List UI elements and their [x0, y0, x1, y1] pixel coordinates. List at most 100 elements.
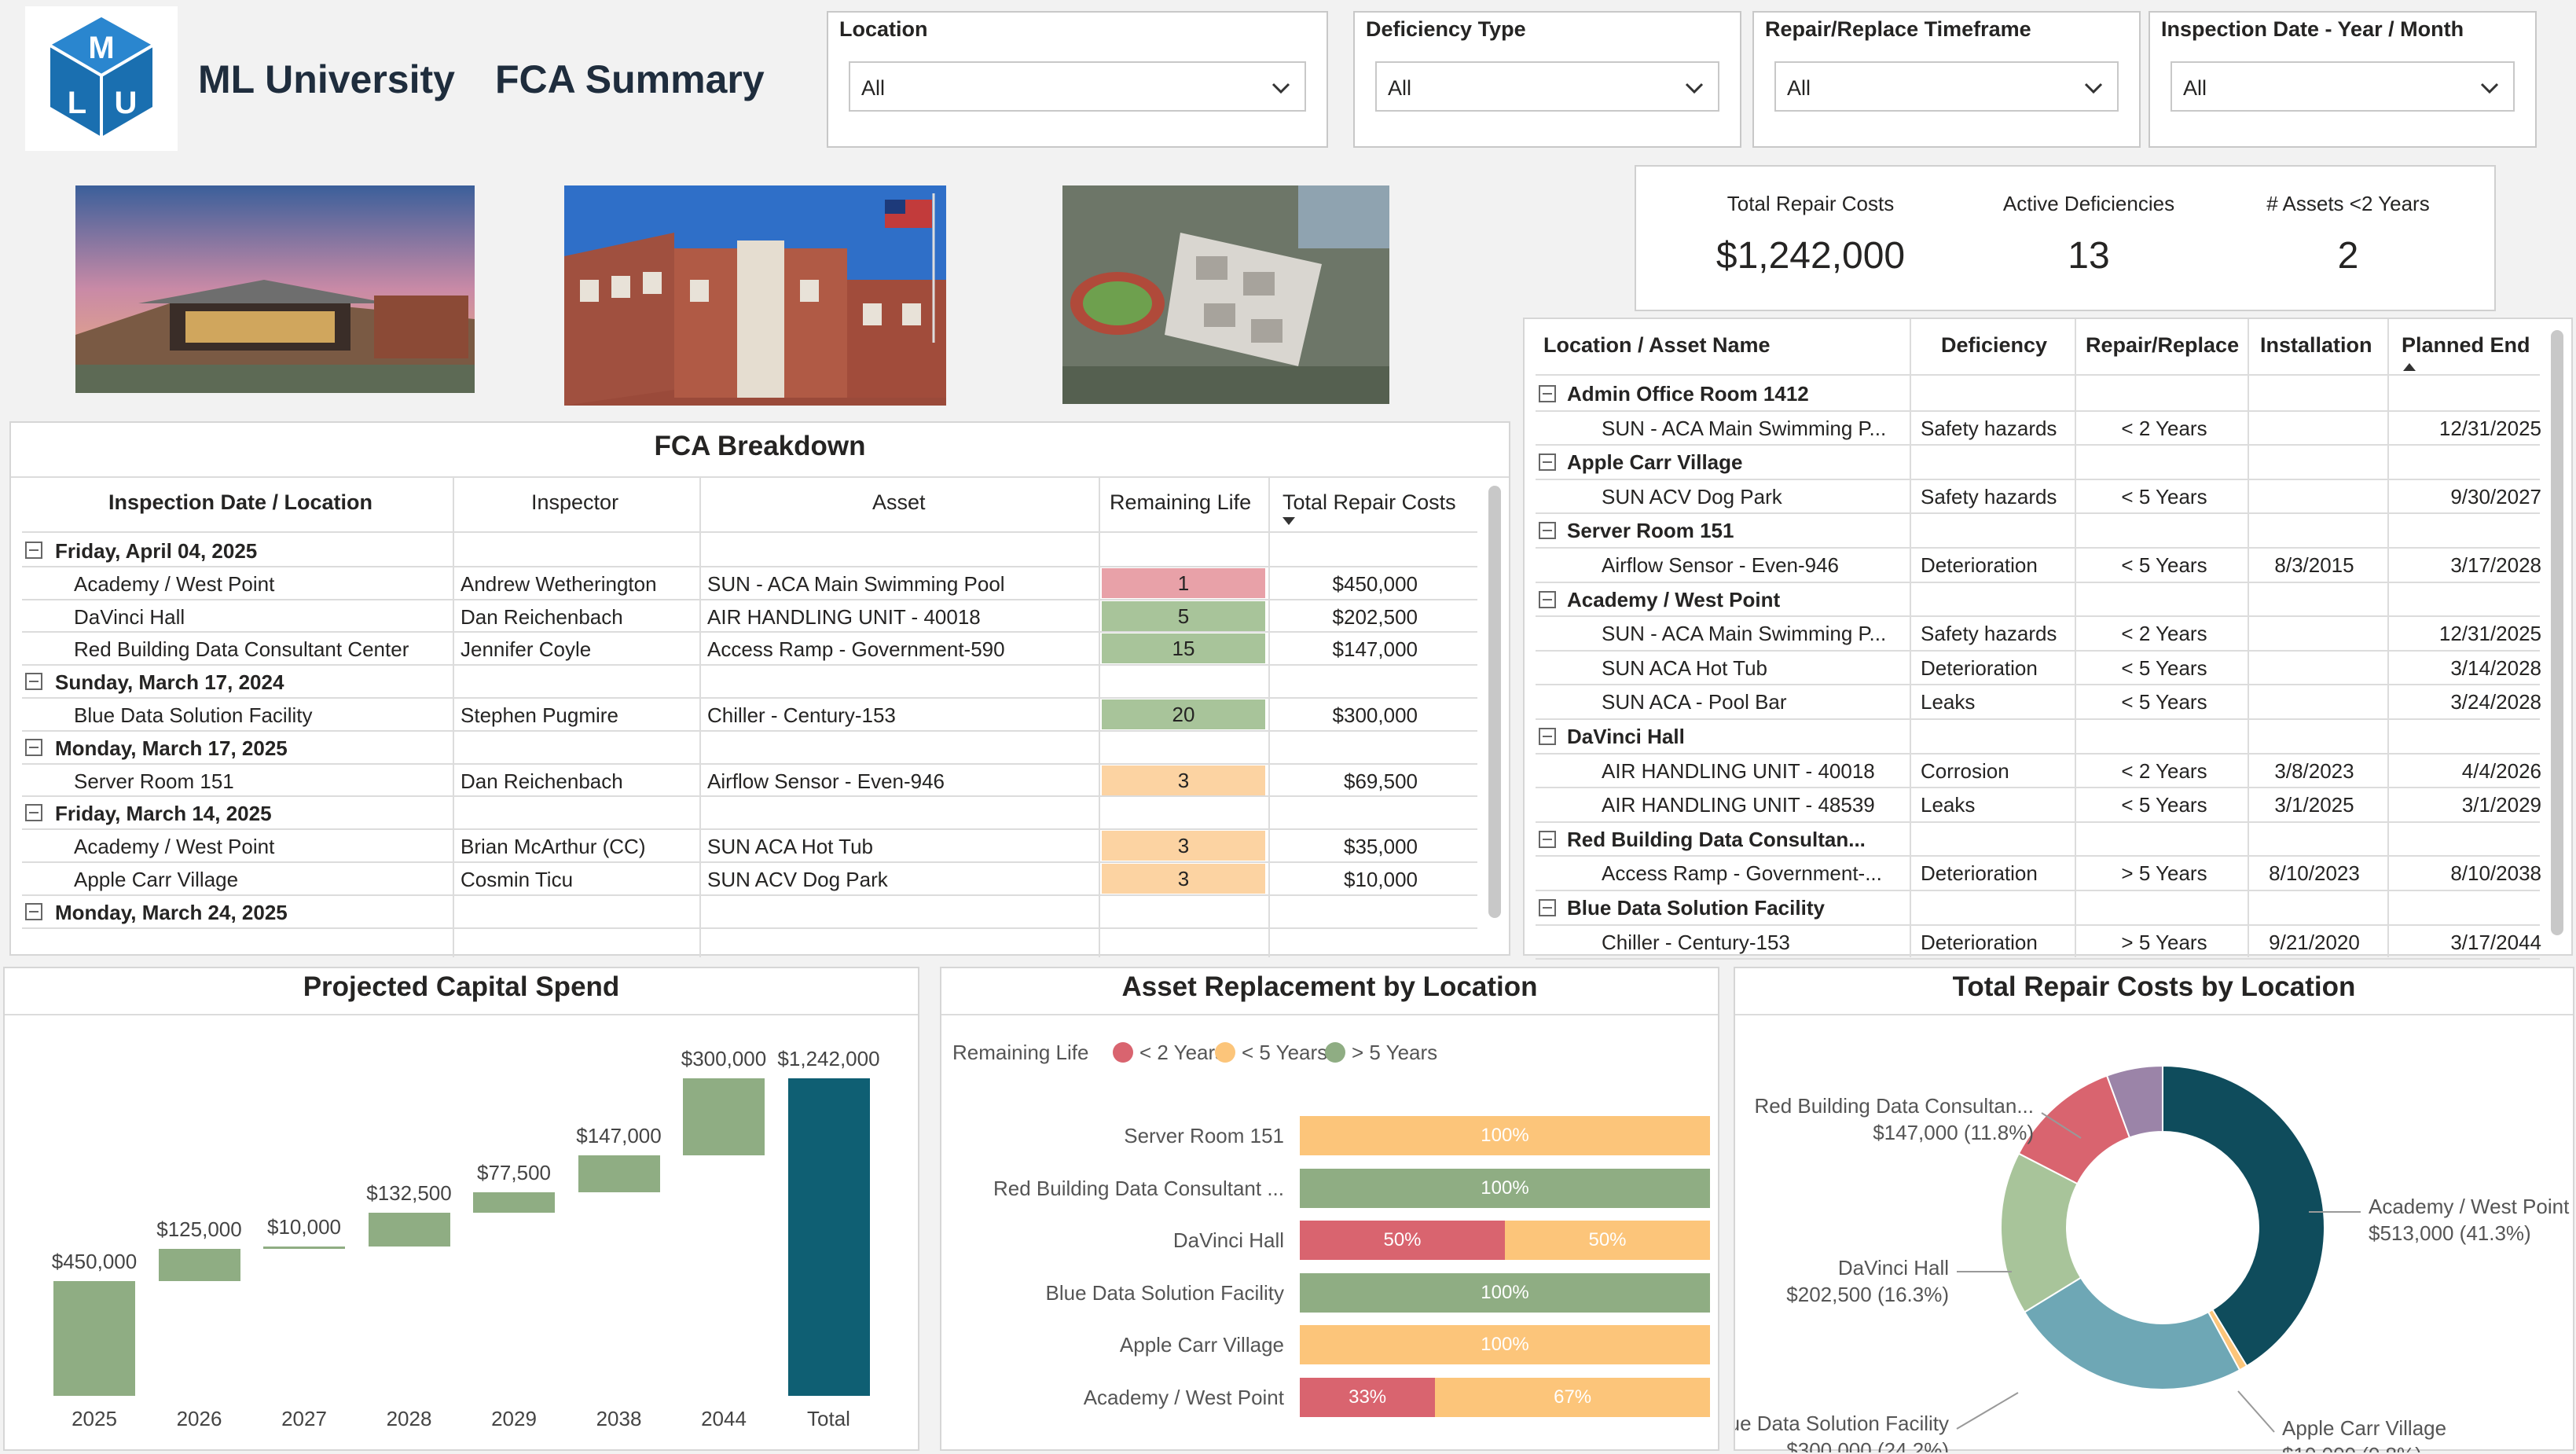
waterfall-x-tick: 2038 [596, 1407, 642, 1430]
stacked-bar-segment[interactable] [1300, 1168, 1710, 1208]
donut-slice[interactable] [2162, 1064, 2325, 1368]
row-asset: Access Ramp - Government-590 [707, 637, 1005, 662]
row-asset: SUN ACA Hot Tub [707, 835, 873, 859]
col-header-inspector[interactable]: Inspector [531, 490, 619, 514]
col-header-asset[interactable]: Asset [872, 490, 926, 514]
row-repair-replace: < 5 Years [2121, 690, 2207, 714]
kpi-assets-under-2-years-label: # Assets <2 Years [2266, 192, 2430, 215]
col-header-deficiency[interactable]: Deficiency [1941, 333, 2048, 357]
col-header-planned-end[interactable]: Planned End [2402, 333, 2530, 357]
stacked-bar-segment[interactable] [1300, 1221, 1505, 1260]
collapse-group-icon[interactable] [25, 804, 42, 822]
donut-slice-name: Blue Data Solution Facility [1735, 1412, 1949, 1435]
legend-item[interactable]: < 5 Years [1242, 1041, 1328, 1064]
collapse-group-icon[interactable] [1539, 830, 1556, 848]
collapse-group-icon[interactable] [25, 542, 42, 559]
campus-photo-building [564, 185, 946, 406]
projected-capital-spend-title: Projected Capital Spend [303, 971, 620, 1002]
bar-segment-label: 67% [1554, 1386, 1592, 1408]
collapse-group-icon[interactable] [1539, 590, 1556, 608]
row-deficiency: Safety hazards [1921, 622, 2057, 646]
kpi-total-repair-costs-label: Total Repair Costs [1727, 192, 1895, 215]
inspection-date-dropdown[interactable]: All [2171, 61, 2515, 112]
slicer-label: Repair/Replace Timeframe [1765, 17, 2031, 41]
deficiency-type-dropdown[interactable]: All [1375, 61, 1719, 112]
row-divider [1536, 512, 2540, 515]
remaining-life-cell: 3 [1102, 864, 1265, 894]
row-divider [1536, 615, 2540, 618]
collapse-group-icon[interactable] [1539, 522, 1556, 540]
university-name: ML University [198, 57, 455, 101]
row-divider [22, 861, 1477, 863]
donut-slice-value: $300,000 (24.2%) [1786, 1438, 1949, 1452]
row-divider [22, 631, 1477, 633]
stacked-bar-segment[interactable] [1300, 1377, 1436, 1417]
kpi-card: Total Repair Costs $1,242,000 Active Def… [1635, 165, 2496, 311]
row-repair-replace: < 5 Years [2121, 793, 2207, 817]
donut-slice[interactable] [2023, 1276, 2241, 1390]
collapse-group-icon[interactable] [25, 673, 42, 691]
stacked-bar-segment[interactable] [1435, 1377, 1710, 1417]
group-date: Monday, March 17, 2025 [55, 736, 288, 760]
col-header-location-asset[interactable]: Location / Asset Name [1543, 333, 1771, 357]
waterfall-bar [787, 1078, 870, 1396]
waterfall-x-tick: 2044 [701, 1407, 747, 1430]
group-location: Server Room 151 [1567, 519, 1734, 543]
collapse-group-icon[interactable] [1539, 453, 1556, 472]
donut-leader-line [2237, 1390, 2275, 1433]
timeframe-dropdown[interactable]: All [1774, 61, 2119, 112]
col-header-installation[interactable]: Installation [2260, 333, 2372, 357]
donut-slice-name: Red Building Data Consultan... [1754, 1094, 2034, 1118]
stacked-bar-segment[interactable] [1505, 1221, 1710, 1260]
location-dropdown[interactable]: All [849, 61, 1306, 112]
row-deficiency: Safety hazards [1921, 416, 2057, 440]
row-total-repair-cost: $147,000 [1332, 637, 1418, 662]
stacked-bar-segment[interactable] [1300, 1116, 1710, 1155]
waterfall-data-label: $125,000 [156, 1217, 242, 1241]
row-divider [1536, 409, 2540, 412]
legend-item[interactable]: > 5 Years [1352, 1041, 1438, 1064]
asset-table-scrollbar[interactable] [2551, 330, 2563, 935]
collapse-group-icon[interactable] [1539, 728, 1556, 745]
slicer-label: Deficiency Type [1366, 17, 1526, 41]
row-asset-name: SUN ACA - Pool Bar [1602, 690, 1787, 714]
logo-letter-u: U [115, 86, 138, 120]
row-divider [1536, 752, 2540, 755]
donut-slice-name: Academy / West Point [2369, 1195, 2570, 1218]
donut-slice-value: $513,000 (41.3%) [2369, 1221, 2531, 1245]
stacked-bar-segment[interactable] [1300, 1325, 1710, 1364]
chevron-down-icon [2480, 83, 2499, 94]
dropdown-value: All [2183, 76, 2207, 100]
donut-slice[interactable] [2105, 1064, 2163, 1139]
row-asset: AIR HANDLING UNIT - 40018 [707, 604, 981, 629]
row-divider [1536, 649, 2540, 652]
donut-slice-value: $147,000 (11.8%) [1873, 1121, 2034, 1144]
legend-item[interactable]: < 2 Years [1139, 1041, 1226, 1064]
row-divider [22, 598, 1477, 600]
bar-category-label: Server Room 151 [1124, 1124, 1284, 1147]
collapse-group-icon[interactable] [25, 738, 42, 756]
row-planned-end: 4/4/2026 [2461, 758, 2541, 783]
logo-letter-m: M [88, 31, 114, 65]
chevron-down-icon [1271, 83, 1290, 94]
collapse-group-icon[interactable] [1539, 899, 1556, 916]
col-header-inspection-date[interactable]: Inspection Date / Location [108, 490, 373, 514]
row-planned-end: 12/31/2025 [2438, 416, 2541, 440]
waterfall-bar [578, 1155, 660, 1193]
row-divider [22, 565, 1477, 567]
row-total-repair-cost: $10,000 [1344, 868, 1418, 891]
asset-replacement-chart: Asset Replacement by Location Remaining … [940, 967, 1719, 1451]
fca-scrollbar[interactable] [1488, 486, 1501, 918]
collapse-group-icon[interactable] [25, 902, 42, 920]
col-header-remaining-life[interactable]: Remaining Life [1110, 490, 1252, 514]
donut-leader-line [1956, 1392, 2019, 1430]
row-asset-name: Chiller - Century-153 [1602, 930, 1790, 954]
collapse-group-icon[interactable] [1539, 385, 1556, 402]
col-header-total-repair-costs[interactable]: Total Repair Costs [1282, 490, 1456, 514]
col-header-repair-replace[interactable]: Repair/Replace [2086, 333, 2240, 357]
university-logo: M L U [25, 6, 178, 151]
group-location: Admin Office Room 1412 [1567, 382, 1809, 406]
row-asset-name: SUN - ACA Main Swimming P... [1602, 622, 1887, 646]
row-repair-replace: > 5 Years [2121, 930, 2207, 954]
stacked-bar-segment[interactable] [1300, 1272, 1710, 1313]
